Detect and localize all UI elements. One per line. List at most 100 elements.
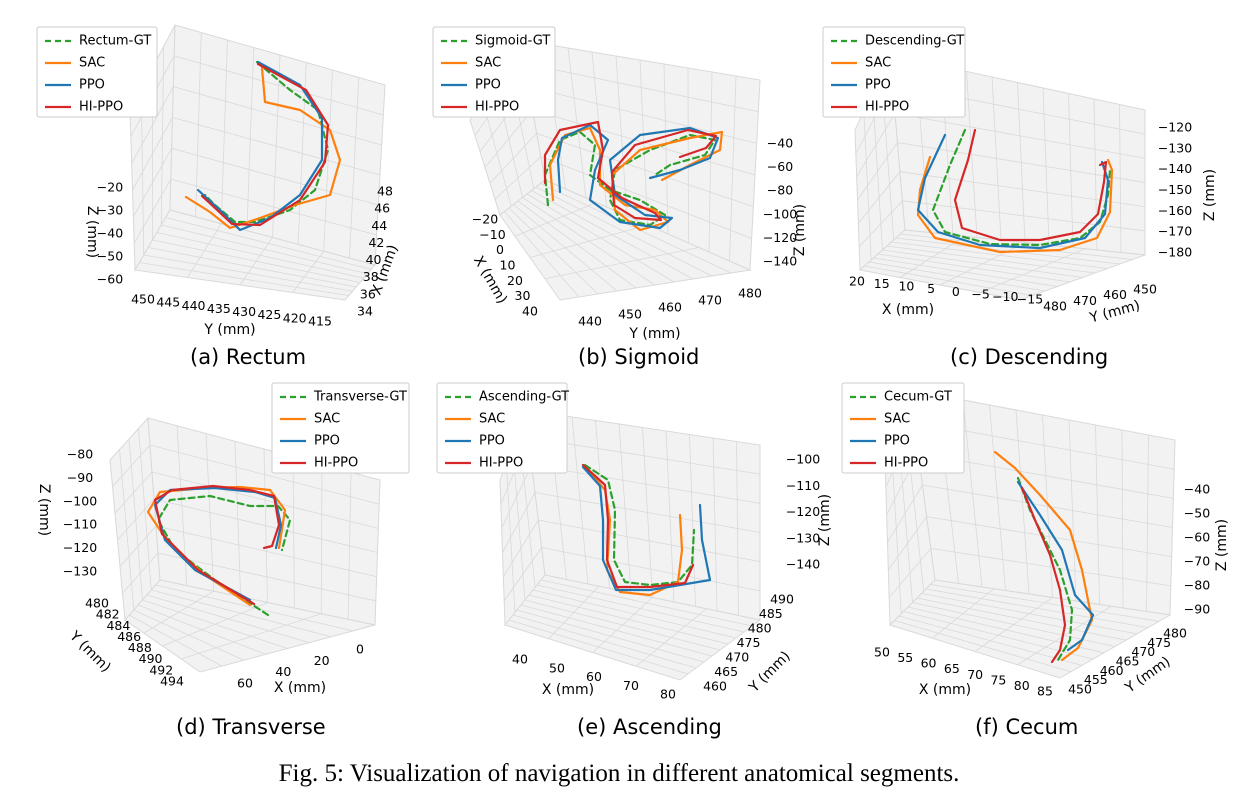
grid-line: [540, 183, 732, 274]
d-y-tick-6: 492: [149, 662, 173, 677]
b-z-tick-0: −40: [767, 136, 793, 151]
grid-line: [708, 71, 713, 253]
legend-label-d-3: HI-PPO: [314, 456, 358, 471]
grid-line: [139, 262, 349, 297]
d-z-label: Z (mm): [36, 484, 52, 536]
grid-line: [535, 186, 713, 277]
b-hippo-line: [543, 120, 718, 222]
f-z-tick-4: −80: [1184, 578, 1210, 593]
grid-line: [508, 619, 689, 675]
f-y-tick-0: 450: [1068, 682, 1092, 697]
b-z-tick-2: −80: [767, 183, 793, 198]
f-y-tick-3: 465: [1116, 654, 1140, 669]
b-z-label: Z (mm): [792, 204, 808, 256]
d-z-tick-1: −90: [67, 470, 93, 485]
grid-line: [526, 193, 675, 283]
c-z-tick-0: −120: [1158, 120, 1192, 135]
e-z-tick-2: −120: [786, 504, 820, 519]
caption-b: (b) Sigmoid: [578, 345, 700, 369]
b-y-tick-1: 450: [618, 307, 642, 322]
c-z-tick-1: −130: [1158, 140, 1192, 155]
e-x-tick-2: 60: [586, 669, 602, 684]
grid-line: [505, 462, 516, 613]
b-y-tick-0: 440: [578, 314, 602, 329]
pane-d-floor: [124, 579, 376, 673]
legend-label-a-3: HI-PPO: [79, 100, 123, 115]
legend-box-b: [432, 26, 556, 118]
legend-label-f-1: SAC: [884, 412, 910, 427]
a-z-label: Z (mm): [84, 206, 100, 258]
a-z-tick-1: −30: [97, 203, 123, 218]
legend-label-d-2: PPO: [314, 434, 340, 449]
e-y-tick-5: 465: [714, 664, 738, 679]
d-y-tick-3: 486: [117, 629, 141, 644]
grid-line: [567, 47, 587, 199]
grid-line: [689, 434, 696, 607]
grid-line: [323, 69, 333, 252]
legend-box-d: [271, 382, 410, 474]
e-x-tick-1: 50: [549, 660, 565, 675]
a-z-tick-2: −40: [97, 226, 123, 241]
grid-line: [916, 597, 1127, 641]
grid-line: [1015, 409, 1030, 595]
grid-line: [1042, 87, 1050, 246]
f-x-tick-0: 50: [874, 645, 890, 660]
b-x-tick-1: −10: [479, 227, 505, 242]
f-x-tick-5: 75: [990, 672, 1006, 687]
f-z-tick-1: −50: [1184, 506, 1210, 521]
b-z-tick-5: −140: [763, 254, 797, 269]
d-x-tick-0: 60: [237, 676, 253, 691]
grid-line: [989, 404, 1006, 591]
b-x-tick-0: −20: [472, 212, 498, 227]
grid-line: [687, 67, 689, 244]
e-y-label: Y (mm): [746, 648, 794, 696]
b-z-tick-4: −120: [763, 230, 797, 245]
grid-line: [736, 441, 739, 616]
legend-label-c-1: SAC: [865, 56, 891, 71]
a-y-tick-4: 430: [232, 304, 256, 319]
d-z-tick-2: −100: [63, 493, 97, 508]
grid-line: [528, 594, 729, 645]
grid-line: [571, 416, 589, 585]
legend-label-f-0: Cecum-GT: [884, 390, 952, 405]
c-z-tick-4: −160: [1158, 203, 1192, 218]
a-x-tick-0: 48: [377, 184, 393, 199]
d-z-tick-5: −130: [63, 564, 97, 579]
legend-label-f-3: HI-PPO: [884, 456, 928, 471]
legend-label-b-0: Sigmoid-GT: [475, 34, 550, 49]
b-y-label: Y (mm): [628, 326, 680, 342]
grid-line: [512, 614, 697, 669]
d-y-tick-4: 488: [128, 640, 152, 655]
c-gt-line: [931, 128, 1112, 247]
c-x-tick-3: 5: [927, 281, 935, 296]
c-x-label: X (mm): [882, 302, 934, 318]
legend-label-e-3: HI-PPO: [479, 456, 523, 471]
c-x-tick-2: 10: [898, 279, 914, 294]
grid-line: [129, 614, 223, 667]
grid-line: [347, 472, 352, 620]
e-hippo-line: [581, 463, 695, 589]
grid-line: [891, 241, 1108, 269]
e-gt-line: [583, 463, 696, 587]
c-x-tick-7: −15: [1017, 292, 1043, 307]
b-x-tick-2: 0: [496, 242, 504, 257]
d-y-tick-1: 482: [96, 607, 120, 622]
grid-line: [320, 464, 323, 614]
grid-line: [712, 437, 718, 612]
grid-line: [962, 399, 983, 588]
grid-line: [1121, 429, 1124, 609]
grid-line: [618, 423, 632, 594]
b-y-tick-3: 470: [698, 293, 722, 308]
a-x-tick-6: 36: [360, 286, 376, 301]
grid-line: [148, 247, 357, 288]
c-hippo-line: [953, 128, 1108, 242]
legend-box-e: [436, 382, 568, 474]
d-y-tick-5: 490: [139, 651, 163, 666]
d-hippo-line: [153, 484, 281, 606]
f-z-tick-3: −70: [1184, 554, 1210, 569]
grid-line: [873, 257, 1058, 287]
f-x-tick-1: 55: [897, 650, 913, 665]
e-ppo-line: [581, 465, 712, 592]
a-x-tick-5: 38: [363, 269, 379, 284]
